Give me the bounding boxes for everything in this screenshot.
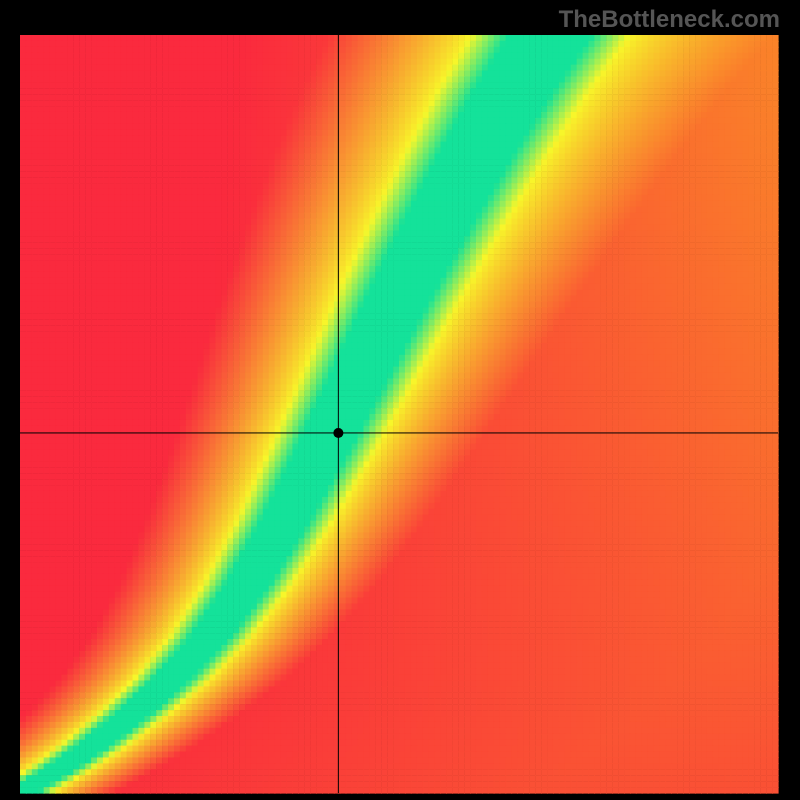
bottleneck-heatmap bbox=[0, 0, 800, 800]
watermark-text: TheBottleneck.com bbox=[559, 6, 780, 34]
chart-container: TheBottleneck.com bbox=[0, 0, 800, 800]
